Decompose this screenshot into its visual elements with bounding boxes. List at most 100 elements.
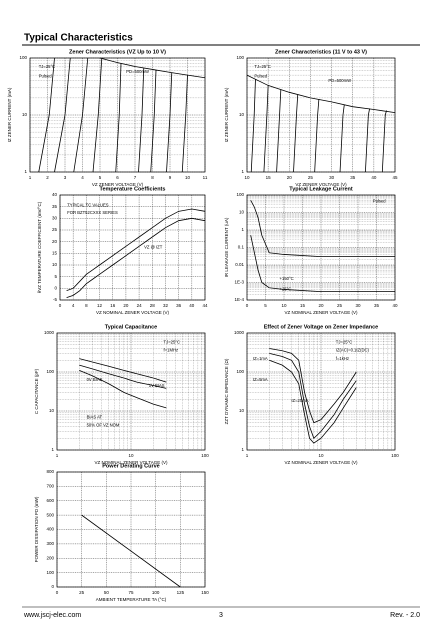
x-axis-label: VZ ZENER VOLTAGE (V) [295, 182, 347, 187]
curve [365, 108, 371, 173]
x-axis-label: VZ NOMINAL ZENER VOLTAGE (V) [95, 460, 168, 465]
y-tick-label: 10 [239, 210, 245, 215]
x-tick-label: 35 [350, 175, 356, 180]
x-tick-label: 150 [201, 590, 209, 595]
x-tick-label: 40 [189, 303, 195, 308]
y-tick-label: 10 [239, 112, 245, 117]
curve [79, 370, 167, 409]
curve [66, 217, 206, 299]
curve [276, 89, 282, 173]
annotation: +150°C [280, 276, 294, 281]
annotation: TJ=25°C [164, 339, 180, 344]
y-tick-label: 800 [46, 469, 54, 474]
curve [250, 200, 395, 258]
x-tick-label: 12 [97, 303, 103, 308]
annotation: 50% OF VZ NOM [87, 423, 120, 428]
x-tick-label: 0 [56, 590, 59, 595]
y-axis-label: POWER DISSIPATION PD (mW) [34, 496, 39, 562]
curve [250, 79, 256, 173]
y-tick-label: 100 [236, 369, 244, 374]
curve [269, 359, 357, 444]
y-tick-label: 10 [239, 408, 245, 413]
x-tick-label: 20 [123, 303, 129, 308]
x-tick-label: 0 [59, 303, 62, 308]
y-tick-label: 300 [46, 541, 54, 546]
curve [314, 99, 320, 173]
y-tick-label: 200 [46, 555, 54, 560]
x-tick-label: 100 [391, 453, 399, 458]
x-tick-label: 30 [329, 175, 335, 180]
y-tick-label: 1000 [234, 330, 245, 335]
x-tick-label: 1 [56, 453, 59, 458]
plot-frame [59, 194, 206, 301]
curve [181, 75, 188, 173]
x-axis-label: VZ NOMINAL ZENER VOLTAGE (V) [285, 310, 358, 315]
x-tick-label: 20 [287, 175, 293, 180]
x-tick-label: 3 [64, 175, 67, 180]
curve [293, 94, 299, 173]
curve [73, 57, 89, 173]
chart-title: Power Derating Curve [102, 463, 159, 469]
footer-url: www.jscj-elec.com [23, 612, 81, 619]
page-number: 3 [219, 612, 223, 619]
annotation: PD=500mW [126, 69, 149, 74]
x-tick-label: 10 [281, 303, 287, 308]
y-tick-label: 10 [22, 112, 28, 117]
curve [381, 110, 387, 173]
y-tick-label: 25 [52, 227, 58, 232]
plot-frame [246, 194, 396, 301]
y-tick-label: 10 [52, 262, 58, 267]
y-axis-label: θVZ TEMPERATURE COEFFICIENT (mV/°C) [37, 201, 42, 293]
x-tick-label: 8 [85, 303, 88, 308]
curve [115, 63, 122, 173]
curve [339, 104, 345, 173]
annotation: Pulsed [373, 198, 386, 203]
annotation: +25°C [280, 287, 292, 292]
curve [99, 57, 206, 79]
x-tick-label: 35 [374, 303, 380, 308]
x-tick-label: 44 [202, 303, 208, 308]
y-tick-label: 1 [241, 169, 244, 174]
y-tick-label: 5 [54, 274, 57, 279]
y-axis-label: IZ ZENER CURRENT (mA) [224, 87, 229, 142]
x-tick-label: 0 [246, 303, 249, 308]
x-tick-label: 6 [116, 175, 119, 180]
y-tick-label: 1 [24, 169, 27, 174]
x-tick-label: 2 [46, 175, 49, 180]
plot-frame [56, 332, 206, 451]
curve [92, 58, 103, 173]
x-tick-label: 10 [128, 453, 134, 458]
y-axis-label: C CAPACITANCE (pF) [34, 368, 39, 414]
y-tick-label: 100 [19, 55, 27, 60]
x-axis-label: AMBIENT TEMPERATURE TA (°C) [96, 597, 167, 602]
annotation: Pulsed [254, 73, 267, 78]
y-tick-label: 15 [52, 251, 58, 256]
y-axis-label: IR LEAKAGE CURRENT (uA) [224, 217, 229, 277]
curve [79, 358, 167, 383]
chart-title: Typical Capacitance [105, 324, 157, 330]
annotation: IZ=5mA [253, 377, 268, 382]
annotation: IZ=20mA [291, 398, 308, 403]
annotation: Pulsed [39, 73, 52, 78]
x-tick-label: 20 [318, 303, 324, 308]
x-tick-label: 25 [79, 590, 85, 595]
curve [166, 72, 173, 173]
y-tick-label: 100 [46, 570, 54, 575]
x-tick-label: 30 [355, 303, 361, 308]
y-tick-label: 0.1 [238, 245, 245, 250]
x-tick-label: 24 [137, 303, 143, 308]
y-tick-label: 1 [241, 447, 244, 452]
x-tick-label: 15 [266, 175, 272, 180]
y-tick-label: 100 [236, 55, 244, 60]
annotation: BIAS AT [87, 414, 103, 419]
y-tick-label: 1E-4 [234, 297, 244, 302]
y-tick-label: 0.01 [235, 262, 244, 267]
x-tick-label: 32 [163, 303, 169, 308]
curve [250, 235, 395, 293]
y-tick-label: 30 [52, 216, 58, 221]
y-axis-label: IZ ZENER CURRENT (mA) [7, 87, 12, 142]
curve [38, 57, 55, 173]
chart-title: Zener Characteristics (11 V to 43 V) [275, 49, 367, 55]
x-tick-label: 25 [308, 175, 314, 180]
